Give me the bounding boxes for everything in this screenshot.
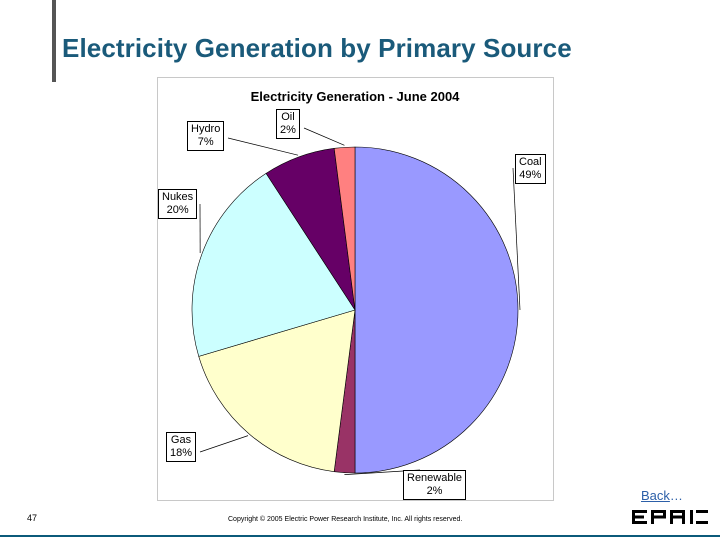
data-label-value: 2% — [426, 485, 443, 497]
pie-slice-gas — [198, 309, 356, 472]
data-label-value: 20% — [166, 204, 189, 216]
back-link-container: Back… — [641, 488, 683, 503]
footer-rule — [0, 535, 720, 537]
data-label-value: 7% — [197, 136, 214, 148]
data-label-value: 49% — [519, 169, 542, 181]
chart-title: Electricity Generation - June 2004 — [250, 89, 460, 104]
data-label-name: Renewable — [407, 472, 463, 484]
data-label-value: 18% — [170, 447, 193, 459]
data-label-oil: Oil 2% — [276, 109, 300, 139]
copyright-notice: Copyright © 2005 Electric Power Research… — [228, 516, 463, 523]
back-link[interactable]: Back — [641, 488, 670, 503]
data-label-renewable: Renewable 2% — [403, 470, 467, 500]
leader-line-oil — [303, 127, 345, 146]
data-label-name: Hydro — [191, 123, 221, 135]
data-label-name: Gas — [170, 434, 192, 446]
data-label-gas: Gas 18% — [166, 432, 197, 462]
data-label-name: Oil — [281, 111, 295, 123]
page-number: 47 — [27, 513, 38, 523]
pie-slice-oil — [333, 146, 356, 311]
epri-logo — [632, 510, 708, 524]
leader-line-coal — [512, 167, 521, 311]
data-label-value: 2% — [280, 124, 296, 136]
title-accent-bar — [52, 0, 56, 82]
leader-line-gas — [199, 435, 249, 453]
data-label-coal: Coal 49% — [515, 154, 546, 184]
data-label-nukes: Nukes 20% — [158, 189, 198, 219]
back-ellipsis: … — [669, 488, 683, 503]
data-label-name: Coal — [519, 156, 542, 168]
leader-line-hydro — [227, 137, 299, 156]
pie-slice-coal — [354, 146, 519, 474]
pie-slice-nukes — [191, 172, 356, 357]
data-label-hydro: Hydro 7% — [187, 121, 225, 151]
slide-title: Electricity Generation by Primary Source — [62, 33, 572, 63]
data-label-name: Nukes — [162, 191, 194, 203]
